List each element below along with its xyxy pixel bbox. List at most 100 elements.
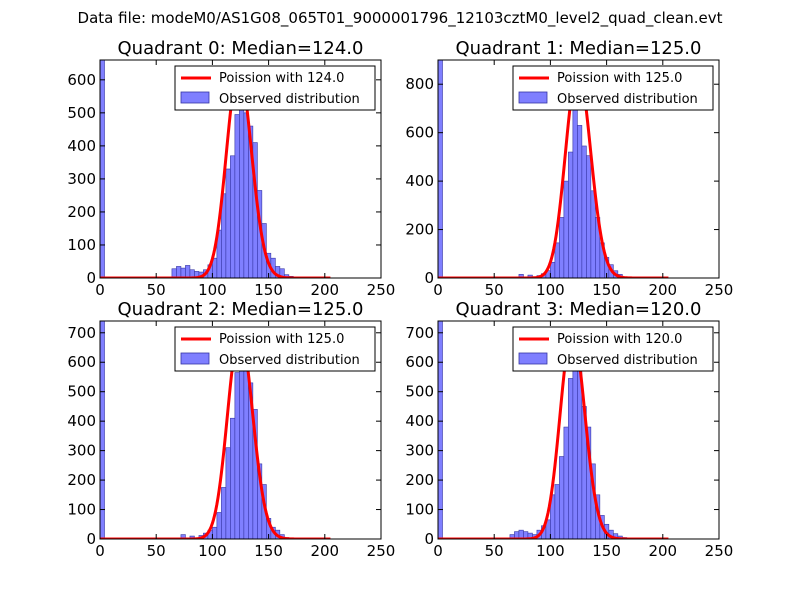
x-tick-label: 100 [536,281,565,299]
histogram-bar [230,155,236,278]
histogram-bar [176,266,182,278]
histogram-bars [100,60,331,278]
x-tick-label: 0 [433,281,443,299]
x-tick-label: 100 [198,281,227,299]
y-tick-label: 300 [67,442,96,460]
histogram-bar [438,60,443,278]
x-tick-label: 50 [485,542,504,560]
histogram-bar [586,155,592,278]
y-tick-label: 100 [405,501,434,519]
subplot-0: 0 50 100 150 200 250 0 100 200 300 400 500 600 Quadra… [67,38,395,299]
y-tick-label: 200 [405,221,434,239]
legend-line-label: Poission with 120.0 [557,332,682,347]
legend-hist-label: Observed distribution [219,353,360,368]
y-tick-label: 600 [67,71,96,89]
histogram-bar [577,367,583,539]
y-tick-label: 100 [67,236,96,254]
x-tick-label: 200 [310,281,339,299]
y-tick-label: 300 [405,442,434,460]
subplot-title: Quadrant 3: Median=120.0 [456,299,702,320]
y-tick-label: 0 [424,530,434,548]
subplot-title: Quadrant 0: Median=124.0 [118,38,364,59]
legend: Poission with 125.0 Observed distribution [174,326,376,372]
x-tick-label: 0 [95,542,105,560]
y-tick-label: 700 [405,324,434,342]
axes-frame [437,320,720,540]
y-tick-label: 400 [67,137,96,155]
histogram-bars [438,321,669,539]
axes-frame [99,59,382,279]
histogram-bar [581,145,587,278]
axes-frame [99,320,382,540]
histogram-bar [225,168,231,278]
histogram-bar [100,60,105,278]
legend-hist-label: Observed distribution [557,353,698,368]
y-tick-label: 100 [67,501,96,519]
legend-hist-swatch [518,91,548,104]
subplot-1: 0 50 100 150 200 250 0 200 400 600 800 Quadrant 1: … [405,38,733,299]
histogram-bar [230,417,236,539]
histogram-bar [234,372,240,539]
histogram-bar [234,114,240,278]
y-tick-label: 200 [405,471,434,489]
y-tick-label: 500 [405,383,434,401]
y-tick-label: 600 [405,124,434,142]
legend-line-label: Poission with 125.0 [557,71,682,86]
y-tick-label: 300 [67,170,96,188]
x-tick-label: 100 [536,542,565,560]
x-tick-label: 250 [367,281,396,299]
histogram-bar [568,151,574,278]
x-tick-label: 50 [147,542,166,560]
x-tick-label: 200 [648,281,677,299]
x-tick-label: 0 [95,281,105,299]
legend: Poission with 125.0 Observed distribution [512,65,714,111]
histogram-bar [518,274,524,278]
histogram-bar [572,344,578,539]
subplot-2: 0 50 100 150 200 250 0 100 200 300 400 500 600 700 Qua… [67,299,395,560]
legend-line-label: Poission with 125.0 [219,332,344,347]
x-tick-label: 0 [433,542,443,560]
y-tick-label: 0 [86,269,96,287]
y-tick-label: 700 [67,324,96,342]
legend-hist-swatch [180,91,210,104]
x-tick-label: 250 [705,542,734,560]
histogram-bar [559,217,565,278]
x-tick-label: 200 [310,542,339,560]
histogram-bar [563,426,569,539]
y-tick-label: 200 [67,203,96,221]
histogram-bar [590,190,596,278]
x-tick-label: 250 [705,281,734,299]
histogram-bar [279,268,285,278]
x-tick-label: 100 [198,542,227,560]
subplot-title: Quadrant 1: Median=125.0 [456,38,702,59]
subplot-title: Quadrant 2: Median=125.0 [118,299,364,320]
subplot-3: 0 50 100 150 200 250 0 100 200 300 400 500 600 700 Qua… [405,299,733,560]
x-tick-label: 50 [147,281,166,299]
y-tick-label: 400 [405,412,434,430]
x-tick-label: 150 [592,542,621,560]
legend-hist-swatch [180,352,210,365]
figure-suptitle: Data file: modeM0/AS1G08_065T01_90000017… [77,9,723,27]
legend: Poission with 120.0 Observed distribution [512,326,714,372]
x-tick-label: 200 [648,542,677,560]
histogram-bar [554,242,560,278]
legend-hist-swatch [518,352,548,365]
histogram-bar [185,265,191,278]
axes-frame [437,59,720,279]
histogram-bar [212,526,218,539]
histogram-bar [239,92,245,278]
histogram-bar [568,378,574,539]
histogram-bar [243,112,249,278]
histogram-bar [239,350,245,539]
histogram-bars [100,321,331,539]
x-tick-label: 150 [254,542,283,560]
histogram-bar [216,512,222,539]
y-tick-label: 200 [67,471,96,489]
y-tick-label: 800 [405,75,434,93]
legend-box [512,65,714,111]
histogram-bar [225,447,231,539]
y-tick-label: 400 [67,412,96,430]
x-tick-label: 150 [592,281,621,299]
